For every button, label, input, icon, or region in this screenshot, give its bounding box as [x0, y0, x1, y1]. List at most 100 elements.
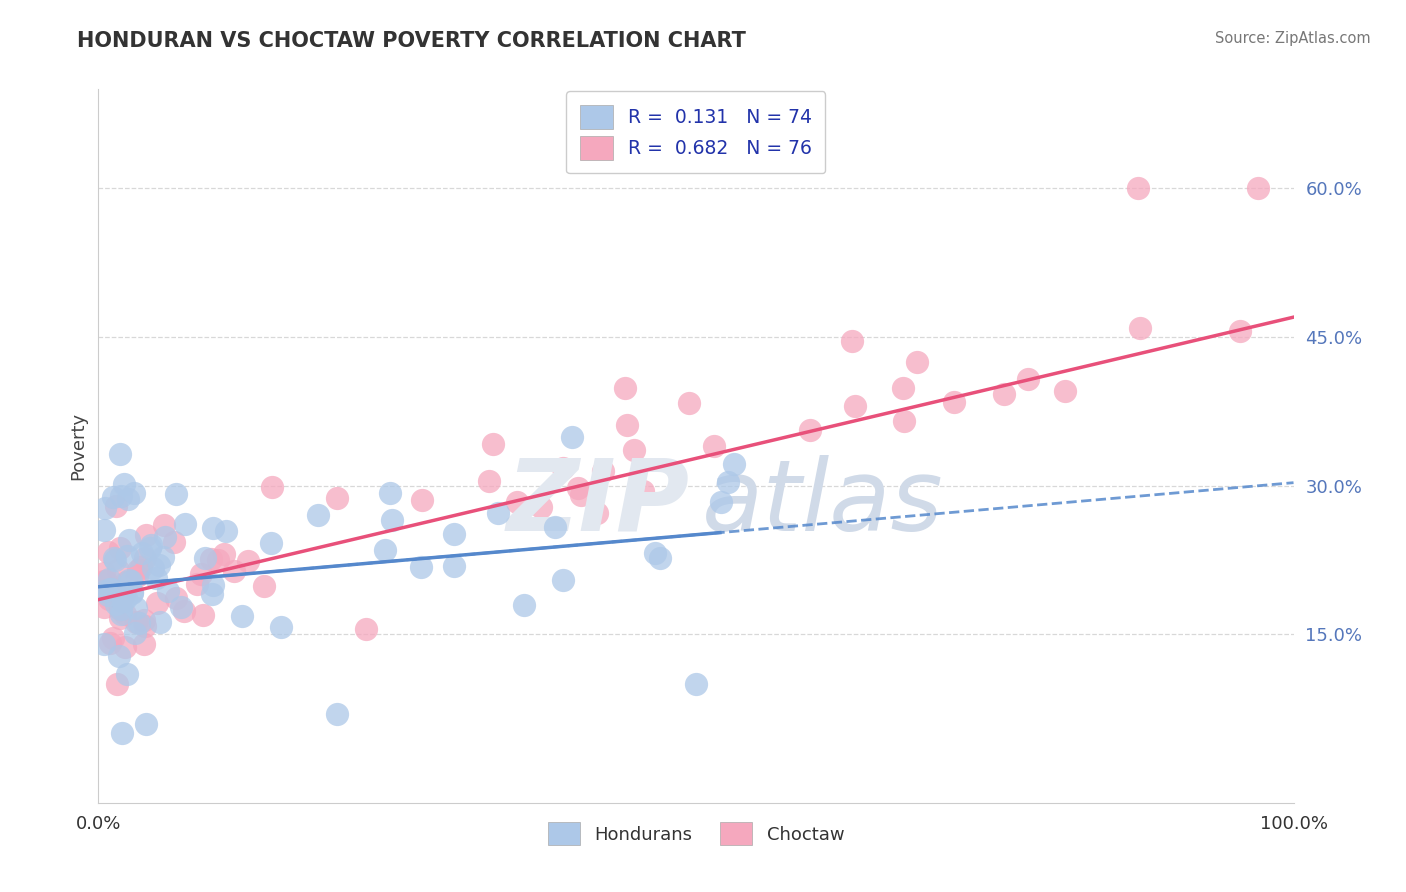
Point	[644, 546, 666, 560]
Point	[98, 582, 121, 597]
Point	[326, 491, 349, 506]
Point	[94, 501, 117, 516]
Legend: Hondurans, Choctaw: Hondurans, Choctaw	[538, 814, 853, 855]
Point	[153, 530, 176, 544]
Point	[131, 546, 153, 560]
Point	[107, 563, 129, 577]
Point	[191, 607, 214, 622]
Point	[374, 543, 396, 558]
Point	[623, 443, 645, 458]
Point	[104, 499, 127, 513]
Point	[110, 489, 132, 503]
Point	[101, 631, 124, 645]
Point	[231, 608, 253, 623]
Point	[157, 584, 180, 599]
Point	[530, 500, 553, 514]
Point	[569, 487, 592, 501]
Point	[613, 381, 636, 395]
Point	[93, 574, 115, 589]
Point	[104, 553, 127, 567]
Point	[112, 476, 135, 491]
Point	[142, 561, 165, 575]
Point	[478, 475, 501, 489]
Point	[200, 552, 222, 566]
Point	[194, 550, 217, 565]
Point	[100, 582, 122, 596]
Point	[148, 558, 170, 573]
Text: HONDURAN VS CHOCTAW POVERTY CORRELATION CHART: HONDURAN VS CHOCTAW POVERTY CORRELATION …	[77, 31, 747, 51]
Point	[486, 507, 509, 521]
Point	[841, 334, 863, 348]
Point	[1129, 321, 1152, 335]
Point	[112, 593, 135, 607]
Point	[110, 601, 132, 615]
Point	[685, 677, 707, 691]
Point	[141, 538, 163, 552]
Point	[105, 677, 128, 691]
Point	[553, 573, 575, 587]
Point	[121, 586, 143, 600]
Point	[93, 583, 115, 598]
Point	[260, 480, 283, 494]
Point	[108, 602, 131, 616]
Point	[186, 576, 208, 591]
Point	[125, 601, 148, 615]
Point	[201, 586, 224, 600]
Point	[586, 506, 609, 520]
Point	[616, 417, 638, 432]
Point	[224, 564, 246, 578]
Point	[128, 615, 150, 630]
Point	[165, 486, 187, 500]
Point	[443, 558, 465, 573]
Point	[170, 599, 193, 614]
Point	[145, 596, 167, 610]
Point	[135, 528, 157, 542]
Point	[108, 447, 131, 461]
Point	[716, 475, 738, 490]
Point	[551, 460, 574, 475]
Point	[513, 598, 536, 612]
Point	[174, 516, 197, 531]
Point	[1017, 372, 1039, 386]
Point	[253, 579, 276, 593]
Point	[103, 490, 125, 504]
Point	[1054, 384, 1077, 398]
Point	[443, 527, 465, 541]
Point	[114, 607, 136, 621]
Point	[125, 615, 148, 630]
Point	[893, 414, 915, 428]
Text: Source: ZipAtlas.com: Source: ZipAtlas.com	[1215, 31, 1371, 46]
Point	[115, 575, 138, 590]
Point	[190, 567, 212, 582]
Point	[411, 493, 433, 508]
Point	[115, 666, 138, 681]
Point	[112, 588, 135, 602]
Point	[93, 636, 115, 650]
Point	[1128, 181, 1150, 195]
Point	[326, 706, 349, 721]
Point	[127, 563, 149, 577]
Point	[153, 518, 176, 533]
Point	[202, 578, 225, 592]
Point	[678, 395, 700, 409]
Point	[94, 584, 117, 599]
Point	[138, 541, 160, 556]
Point	[703, 439, 725, 453]
Point	[114, 640, 136, 655]
Point	[631, 483, 654, 498]
Point	[173, 603, 195, 617]
Point	[561, 430, 583, 444]
Point	[117, 533, 139, 547]
Point	[891, 381, 914, 395]
Point	[125, 568, 148, 582]
Point	[202, 521, 225, 535]
Point	[111, 726, 134, 740]
Point	[567, 481, 589, 495]
Point	[411, 560, 433, 574]
Point	[307, 508, 329, 523]
Point	[215, 524, 238, 539]
Point	[122, 486, 145, 500]
Point	[129, 560, 152, 574]
Point	[1247, 181, 1270, 195]
Point	[236, 554, 259, 568]
